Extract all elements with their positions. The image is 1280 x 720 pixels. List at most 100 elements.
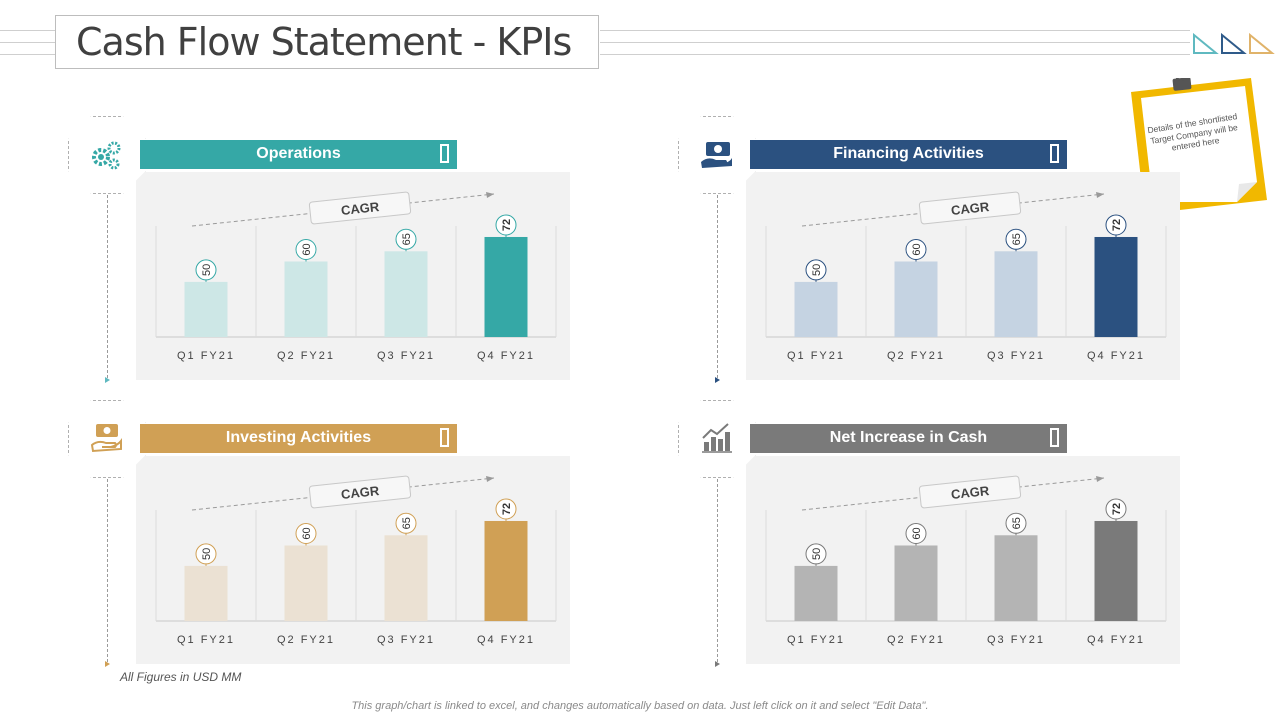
data-label: 72 [501, 503, 513, 515]
cagr-label-border [918, 475, 1022, 509]
cagr-label: CAGR [950, 483, 990, 502]
cagr-label: CAGR [340, 199, 380, 218]
bar [794, 281, 838, 337]
net-increase-banner: Net Increase in Cash [750, 424, 1067, 453]
data-label-bubble [195, 259, 217, 281]
timeline-connector [717, 190, 718, 378]
cagr-arrow-icon [1096, 476, 1104, 482]
net-increase-icon-badge [678, 400, 756, 478]
data-label: 60 [911, 527, 923, 539]
data-label: 65 [401, 517, 413, 529]
bar [284, 261, 328, 337]
cagr-arrow-line [801, 477, 1105, 511]
net-increase-chart: CAGR 50 Q1 FY21 60 Q2 FY21 65 Q3 FY21 72 Q4 FY21 [765, 475, 1167, 646]
data-label-bubble [495, 214, 517, 236]
data-label: 50 [201, 264, 213, 276]
data-label-bubble [805, 259, 827, 281]
data-label: 50 [201, 548, 213, 560]
decor-triangles-icon [1193, 33, 1275, 54]
timeline-connector [717, 474, 718, 662]
cagr-label-box: CAGR [918, 475, 1022, 509]
data-label-bubble [1105, 214, 1127, 236]
timeline-arrow-icon [715, 377, 720, 383]
tick-label: Q4 FY21 [477, 634, 535, 646]
cagr-label-box: CAGR [308, 191, 412, 225]
timeline-arrow-icon [715, 661, 720, 667]
data-label-bubble [905, 522, 927, 544]
tick-label: Q1 FY21 [177, 350, 235, 362]
data-label-bubble [805, 543, 827, 565]
bar [1094, 520, 1138, 621]
timeline-arrow-icon [105, 661, 110, 667]
data-label: 65 [1011, 233, 1023, 245]
timeline-connector [107, 474, 108, 662]
timeline-connector [107, 190, 108, 378]
data-label-bubble [1005, 512, 1027, 534]
cagr-arrow-line [191, 193, 495, 227]
bar [284, 545, 328, 621]
header-rule [600, 30, 1190, 31]
data-label: 65 [401, 233, 413, 245]
money-hand-icon [701, 142, 732, 168]
bar [384, 251, 428, 337]
investing-icon-badge [68, 400, 146, 478]
bar [484, 236, 528, 337]
cagr-arrow-icon [486, 192, 494, 198]
bar [994, 535, 1038, 621]
data-label-bubble [395, 512, 417, 534]
cagr-label: CAGR [950, 199, 990, 218]
cagr-label-border [918, 191, 1022, 225]
data-label: 60 [301, 527, 313, 539]
timeline-arrow-icon [105, 377, 110, 383]
tick-label: Q4 FY21 [1087, 634, 1145, 646]
operations-banner: Operations [140, 140, 457, 169]
data-label-bubble [1105, 498, 1127, 520]
bar [794, 565, 838, 621]
data-label-bubble [1005, 228, 1027, 250]
cagr-label-box: CAGR [918, 191, 1022, 225]
tick-label: Q1 FY21 [787, 350, 845, 362]
data-label: 50 [811, 548, 823, 560]
header-rule [0, 30, 56, 31]
data-label-bubble [495, 498, 517, 520]
cagr-label-border [308, 475, 412, 509]
bar [894, 261, 938, 337]
investing-banner: Investing Activities [140, 424, 457, 453]
investing-chart: CAGR 50 Q1 FY21 60 Q2 FY21 65 Q3 FY21 72 Q4 FY21 [155, 475, 557, 646]
tick-label: Q3 FY21 [987, 634, 1045, 646]
data-label: 60 [301, 243, 313, 255]
bar [894, 545, 938, 621]
banner-slot [1050, 428, 1059, 447]
cagr-arrow-line [191, 477, 495, 511]
cagr-arrow-icon [1096, 192, 1104, 198]
net-increase-title: Net Increase in Cash [829, 429, 988, 446]
data-label: 60 [911, 243, 923, 255]
tick-label: Q1 FY21 [177, 634, 235, 646]
tick-label: Q2 FY21 [887, 350, 945, 362]
cagr-arrow-icon [486, 476, 494, 482]
data-label-bubble [295, 522, 317, 544]
tick-label: Q4 FY21 [477, 350, 535, 362]
tick-label: Q2 FY21 [277, 350, 335, 362]
bar [484, 520, 528, 621]
data-label: 65 [1011, 517, 1023, 529]
investing-title: Investing Activities [225, 429, 372, 446]
banner-slot [440, 428, 449, 447]
bar [384, 535, 428, 621]
operations-title: Operations [256, 145, 341, 162]
title-box: Cash Flow Statement - KPIs [55, 15, 599, 69]
data-label: 72 [1111, 503, 1123, 515]
bar [184, 281, 228, 337]
financing-chart: CAGR 50 Q1 FY21 60 Q2 FY21 65 Q3 FY21 72 Q4 FY21 [765, 191, 1167, 362]
cagr-label: CAGR [340, 483, 380, 502]
data-label-bubble [195, 543, 217, 565]
cagr-arrow-line [801, 193, 1105, 227]
data-label: 72 [1111, 219, 1123, 231]
tick-label: Q1 FY21 [787, 634, 845, 646]
data-label-bubble [905, 238, 927, 260]
banner-slot [1050, 144, 1059, 163]
bar [994, 251, 1038, 337]
data-label-bubble [295, 238, 317, 260]
financing-banner: Financing Activities [750, 140, 1067, 169]
header-rule [600, 42, 1190, 43]
